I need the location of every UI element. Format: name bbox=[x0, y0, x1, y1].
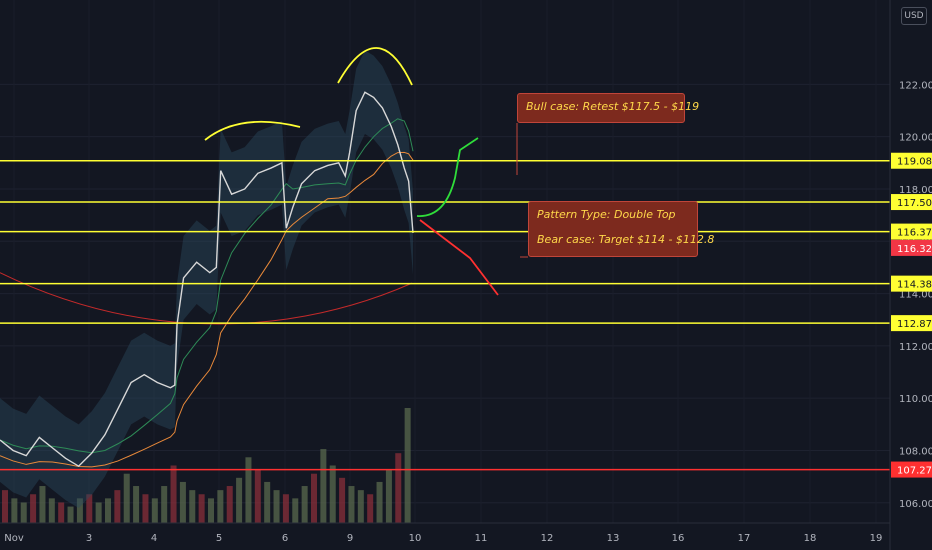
volume-bar bbox=[58, 502, 65, 523]
volume-bar bbox=[217, 490, 224, 523]
volume-bar bbox=[348, 486, 355, 523]
volume-bar bbox=[48, 498, 55, 523]
bear-arrow-path bbox=[419, 219, 499, 296]
x-tick-label: 13 bbox=[607, 533, 620, 544]
volume-bar bbox=[301, 486, 308, 523]
volume-bar bbox=[226, 486, 233, 523]
volume-bar bbox=[329, 465, 336, 523]
level-tag-label: 116.37 bbox=[897, 228, 932, 239]
volume-bar bbox=[170, 465, 177, 523]
y-tick-label: 110.00 bbox=[899, 394, 932, 405]
volume-bar bbox=[385, 469, 392, 523]
x-tick-label: 3 bbox=[86, 533, 92, 544]
volume-bar bbox=[105, 498, 111, 523]
volume-bar bbox=[133, 486, 140, 523]
level-tag-label: 117.50 bbox=[897, 198, 932, 209]
y-tick-label: 106.00 bbox=[899, 499, 932, 510]
volume-bar bbox=[151, 498, 158, 523]
y-tick-label: 122.00 bbox=[899, 80, 932, 91]
volume-bar bbox=[76, 498, 83, 523]
volume-bar bbox=[208, 498, 214, 523]
pattern-type-text: Pattern Type: Double Top bbox=[537, 208, 676, 221]
volume-bar bbox=[30, 494, 37, 523]
volume-bar bbox=[404, 408, 411, 523]
volume-bar bbox=[142, 494, 149, 523]
volume-bar bbox=[123, 473, 130, 523]
level-tag bbox=[891, 152, 932, 169]
volume-bar bbox=[264, 481, 271, 523]
last-price-label: 116.32 bbox=[897, 244, 932, 255]
x-tick-label: 10 bbox=[409, 533, 422, 544]
volume-bar bbox=[179, 481, 186, 523]
volume-bar bbox=[254, 469, 261, 523]
level-tag-label: 119.08 bbox=[897, 157, 932, 168]
volume-bar bbox=[236, 477, 243, 523]
bear-case-callout: Pattern Type: Double Top Bear case: Targ… bbox=[528, 201, 715, 257]
last-price-tag bbox=[891, 239, 932, 256]
x-tick-label: 6 bbox=[282, 533, 288, 544]
volume-bar bbox=[357, 490, 364, 523]
volume-bar bbox=[320, 449, 327, 523]
x-tick-label: 12 bbox=[541, 533, 554, 544]
x-tick-label: Nov bbox=[4, 533, 24, 544]
x-tick-label: 4 bbox=[151, 533, 157, 544]
volume-bar bbox=[114, 490, 121, 523]
volume-bar bbox=[376, 481, 383, 523]
volume-bar bbox=[311, 473, 317, 523]
bull-case-text: Bull case: Retest $117.5 - $119 bbox=[526, 100, 700, 113]
level-tag bbox=[891, 275, 932, 292]
volume-bar bbox=[395, 453, 402, 523]
y-tick-label: 118.00 bbox=[899, 185, 932, 196]
y-tick-label: 114.00 bbox=[899, 290, 932, 301]
volume-bar bbox=[273, 490, 280, 523]
volume-bar bbox=[282, 494, 289, 523]
level-tag-label: 112.87 bbox=[897, 319, 932, 330]
volume-bar bbox=[161, 486, 168, 523]
second-top-arc bbox=[337, 47, 413, 86]
volume-bar bbox=[67, 506, 74, 523]
volume-bar bbox=[367, 494, 374, 523]
x-tick-label: 16 bbox=[672, 533, 685, 544]
moving-average-orange bbox=[0, 151, 414, 468]
x-tick-label: 9 bbox=[347, 533, 353, 544]
bull-arrow-path bbox=[416, 137, 479, 217]
volume-bar bbox=[189, 490, 196, 523]
bull-case-callout: Bull case: Retest $117.5 - $119 bbox=[517, 93, 700, 123]
y-tick-label: 108.00 bbox=[899, 446, 932, 457]
bollinger-band bbox=[0, 50, 413, 509]
x-tick-label: 19 bbox=[870, 533, 883, 544]
volume-bar bbox=[20, 502, 27, 523]
x-tick-label: 18 bbox=[804, 533, 817, 544]
volume-bar bbox=[2, 490, 8, 523]
first-top-arc bbox=[204, 120, 301, 141]
volume-bar bbox=[95, 502, 102, 523]
y-tick-label: 112.00 bbox=[899, 342, 932, 353]
level-tag bbox=[891, 315, 932, 332]
currency-badge[interactable]: USD bbox=[901, 7, 927, 25]
volume-bar bbox=[245, 457, 252, 523]
y-tick-label: 120.00 bbox=[899, 133, 932, 144]
level-tag bbox=[891, 194, 932, 211]
level-tag bbox=[891, 461, 932, 478]
x-tick-label: 17 bbox=[738, 533, 751, 544]
x-tick-label: 11 bbox=[475, 533, 488, 544]
volume-bar bbox=[292, 498, 299, 523]
volume-bar bbox=[86, 494, 93, 523]
level-tag-label: 107.27 bbox=[897, 466, 932, 477]
price-line bbox=[0, 91, 414, 468]
level-tag-label: 114.38 bbox=[897, 280, 932, 291]
bear-case-text: Bear case: Target $114 - $112.8 bbox=[537, 233, 715, 246]
level-tag bbox=[891, 223, 932, 240]
x-tick-label: 5 bbox=[216, 533, 222, 544]
volume-bar bbox=[39, 486, 46, 523]
volume-bar bbox=[198, 494, 205, 523]
volume-bar bbox=[11, 498, 18, 523]
volume-bar bbox=[339, 477, 346, 523]
